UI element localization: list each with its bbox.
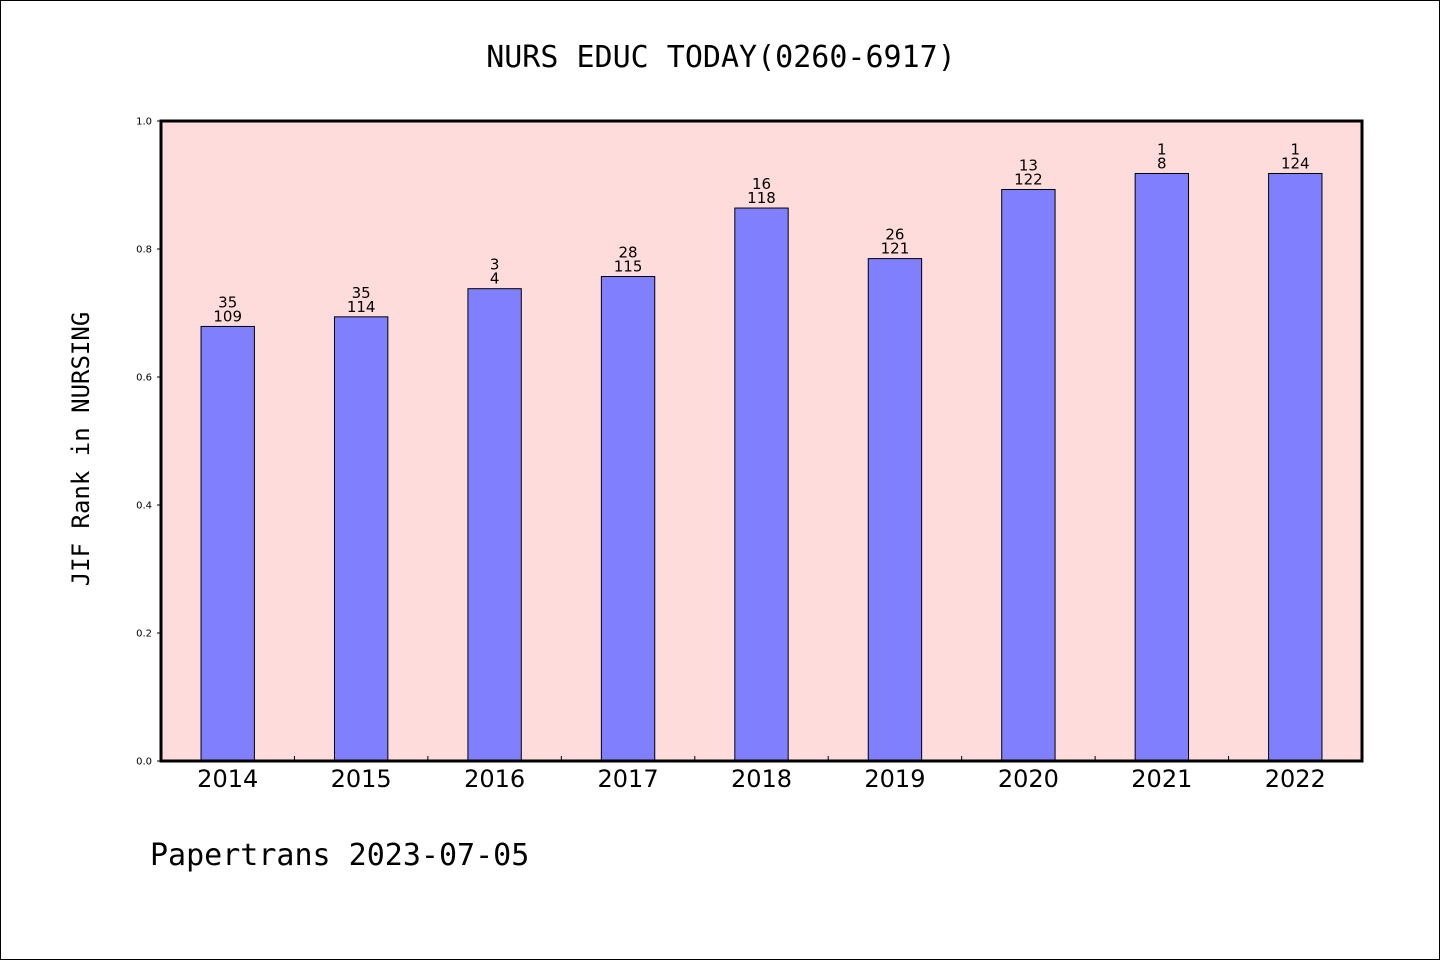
- bar-2020: [1001, 188, 1056, 762]
- bar-label-top: 26: [885, 226, 904, 244]
- y-tick-label: 0.0: [136, 757, 152, 768]
- bar-2015: [333, 316, 389, 762]
- x-tick-label: 2019: [864, 765, 925, 793]
- x-axis-ticks: 2014 2015 2016 2017 2018 2019 2020 2021 2022: [197, 756, 1326, 793]
- y-axis-label: JIF Rank in NURSING: [67, 312, 95, 587]
- bar-label-bottom: 109: [213, 307, 242, 325]
- bar-2021: [1134, 172, 1190, 762]
- y-tick-label: 0.4: [136, 501, 152, 512]
- bar-label-top: 3: [490, 256, 500, 274]
- x-tick-label: 2014: [197, 765, 258, 793]
- y-tick-label: 0.2: [136, 629, 152, 640]
- x-tick-label: 2020: [998, 765, 1059, 793]
- bar-label-bottom: 115: [614, 258, 643, 276]
- x-tick-label: 2017: [598, 765, 659, 793]
- bar-2022: [1268, 172, 1323, 762]
- bar-2019: [867, 258, 923, 762]
- bar-label-bottom: 4: [490, 270, 500, 288]
- y-tick-label: 1.0: [136, 117, 152, 128]
- bar-2014: [200, 325, 255, 762]
- bar-label-top: 35: [352, 284, 371, 302]
- bar-label-bottom: 8: [1157, 154, 1167, 172]
- bar-label-bottom: 114: [347, 298, 376, 316]
- plot-border: [159, 119, 1364, 763]
- y-tick-label: 0.8: [136, 245, 152, 256]
- bar-2018: [734, 207, 789, 762]
- bar-2016: [467, 288, 522, 762]
- bar-label-bottom: 121: [881, 240, 910, 258]
- bar-label-top: 35: [218, 293, 237, 311]
- y-tick-label: 0.6: [136, 373, 152, 384]
- bar-2017: [600, 276, 656, 762]
- x-tick-label: 2021: [1131, 765, 1192, 793]
- x-tick-label: 2015: [331, 765, 392, 793]
- bar-label-top: 1: [1291, 140, 1301, 158]
- bar-label-top: 16: [752, 175, 771, 193]
- y-axis-ticks: 0.0 0.2 0.4 0.6 0.8 1.0: [136, 117, 162, 768]
- bar-label-top: 28: [619, 244, 638, 262]
- bar-label-top: 1: [1157, 140, 1167, 158]
- x-tick-label: 2022: [1265, 765, 1326, 793]
- bar-label-bottom: 122: [1014, 170, 1043, 188]
- footer-watermark: Papertrans 2023-07-05: [150, 838, 529, 873]
- bar-label-bottom: 124: [1281, 154, 1310, 172]
- bar-label-bottom: 118: [747, 189, 776, 207]
- chart-title: NURS EDUC TODAY(0260-6917): [486, 40, 956, 75]
- bar-label-top: 13: [1019, 156, 1038, 174]
- x-tick-label: 2018: [731, 765, 792, 793]
- x-tick-label: 2016: [464, 765, 525, 793]
